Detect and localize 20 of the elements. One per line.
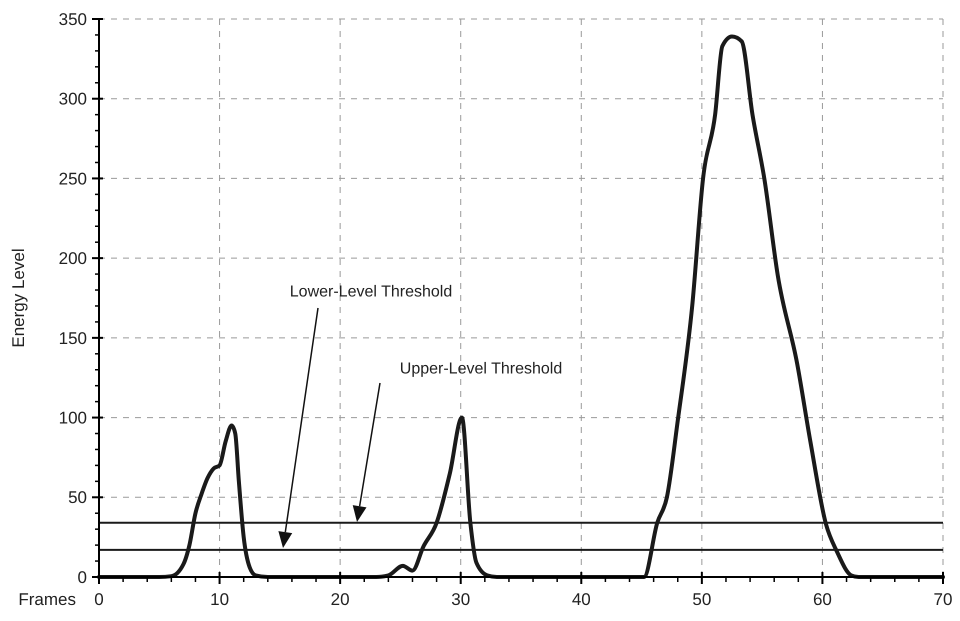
y-axis-title: Energy Level bbox=[9, 248, 28, 348]
x-tick-label: 30 bbox=[451, 590, 470, 609]
x-tick-label: 10 bbox=[210, 590, 230, 609]
x-axis-title: Frames bbox=[18, 590, 76, 609]
x-tick-label: 70 bbox=[934, 590, 952, 609]
x-tick-label: 0 bbox=[94, 590, 104, 609]
annotation: Upper-Level Threshold bbox=[400, 360, 562, 378]
y-tick-label: 50 bbox=[68, 488, 87, 508]
y-tick-label: 200 bbox=[58, 249, 87, 268]
x-tick-label: 50 bbox=[692, 590, 712, 609]
y-tick-label: 250 bbox=[58, 169, 87, 188]
x-tick-label: 60 bbox=[812, 590, 832, 609]
y-tick-label: 100 bbox=[58, 408, 87, 428]
x-tick-label: 40 bbox=[572, 590, 591, 609]
y-tick-label: 0 bbox=[78, 568, 87, 587]
y-tick-label: 300 bbox=[58, 90, 87, 109]
y-tick-label: 150 bbox=[58, 328, 87, 348]
annotation: Lower-Level Threshold bbox=[290, 284, 452, 301]
y-tick-label: 350 bbox=[58, 10, 87, 29]
x-tick-label: 20 bbox=[330, 590, 350, 609]
